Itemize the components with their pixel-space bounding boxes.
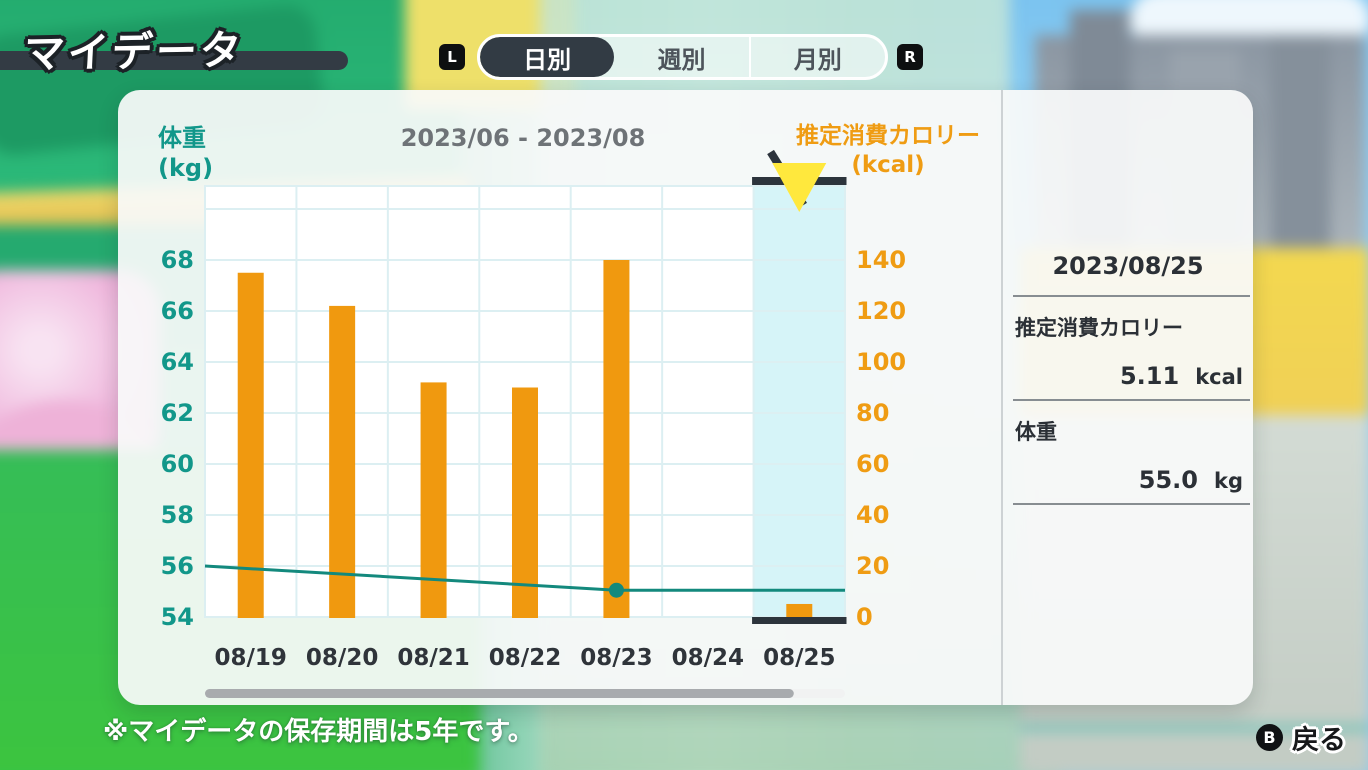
tab-monthly[interactable]: 月別 [748,37,885,77]
detail-panel: 2023/08/25 推定消費カロリー 5.11 kcal 体重 55.0 kg [1001,90,1253,705]
left-axis-tick: 60 [161,450,194,478]
x-axis-label: 08/25 [763,645,835,671]
back-label: 戻る [1292,725,1346,756]
left-axis-title: 体重 (kg) [158,124,214,182]
right-axis-tick: 100 [856,348,906,376]
x-axis-label: 08/22 [489,645,561,671]
right-axis-tick: 120 [856,297,906,325]
selected-day-triangle-icon [772,163,827,212]
calorie-bar [329,305,356,618]
trend-chart: 68 66 64 62 60 58 56 54 140 120 100 80 60 40 20 0 08/19 0… [161,149,906,698]
r-shoulder-button[interactable]: R [897,44,923,70]
right-axis-tick: 40 [856,501,889,529]
right-axis-title: 推定消費カロリー (kcal) [796,123,980,178]
left-axis-tick: 62 [161,399,194,427]
calorie-bar [512,387,538,618]
back-control[interactable]: B 戻る [1256,718,1346,757]
tab-weekly[interactable]: 週別 [657,45,706,74]
divider [1013,295,1250,297]
my-data-card: 68 66 64 62 60 58 56 54 140 120 100 80 60 40 20 0 08/19 0… [118,90,1253,705]
x-axis-label: 08/21 [397,645,469,671]
left-axis-tick: 54 [161,603,194,631]
page-title: マイデータ [22,26,246,78]
detail-date: 2023/08/25 [1052,252,1204,280]
detail-calorie-label: 推定消費カロリー [1015,316,1183,340]
divider [1013,503,1250,505]
calorie-bar [420,382,447,618]
right-axis-tick: 140 [856,246,906,274]
title-bar [0,51,348,70]
divider [1013,399,1250,401]
l-shoulder-button[interactable]: L [439,44,465,70]
x-axis-label: 08/24 [672,645,744,671]
x-axis-label: 08/23 [580,645,652,671]
detail-calorie-value: 5.11 kcal [1119,362,1243,390]
left-axis-tick: 66 [161,297,194,325]
left-axis-tick: 64 [161,348,194,376]
b-button-icon[interactable]: B [1256,724,1283,751]
period-title: 2023/06 - 2023/08 [400,124,646,152]
selected-day-highlight [753,186,845,617]
left-axis-tick: 56 [161,552,194,580]
tab-daily[interactable]: 日別 [480,37,615,77]
x-axis-label: 08/20 [306,645,378,671]
left-axis-tick: 58 [161,501,194,529]
right-axis-tick: 20 [856,552,889,580]
highlight-bottom-cap [752,617,847,624]
calorie-bar [603,260,630,618]
calorie-bar [237,272,264,618]
retention-note: ※マイデータの保存期間は5年です。 [103,717,534,747]
weight-marker-dot [608,582,624,598]
x-axis-label: 08/19 [215,645,287,671]
calorie-bar [786,603,813,618]
right-axis-tick: 60 [856,450,889,478]
left-axis-tick: 68 [161,246,194,274]
period-tab-bar: 日別 週別 月別 [477,34,888,80]
right-axis-tick: 0 [856,603,873,631]
right-axis-tick: 80 [856,399,889,427]
detail-weight-value: 55.0 kg [1138,466,1243,494]
detail-weight-label: 体重 [1015,420,1057,444]
scrollbar-thumb[interactable] [205,689,794,698]
